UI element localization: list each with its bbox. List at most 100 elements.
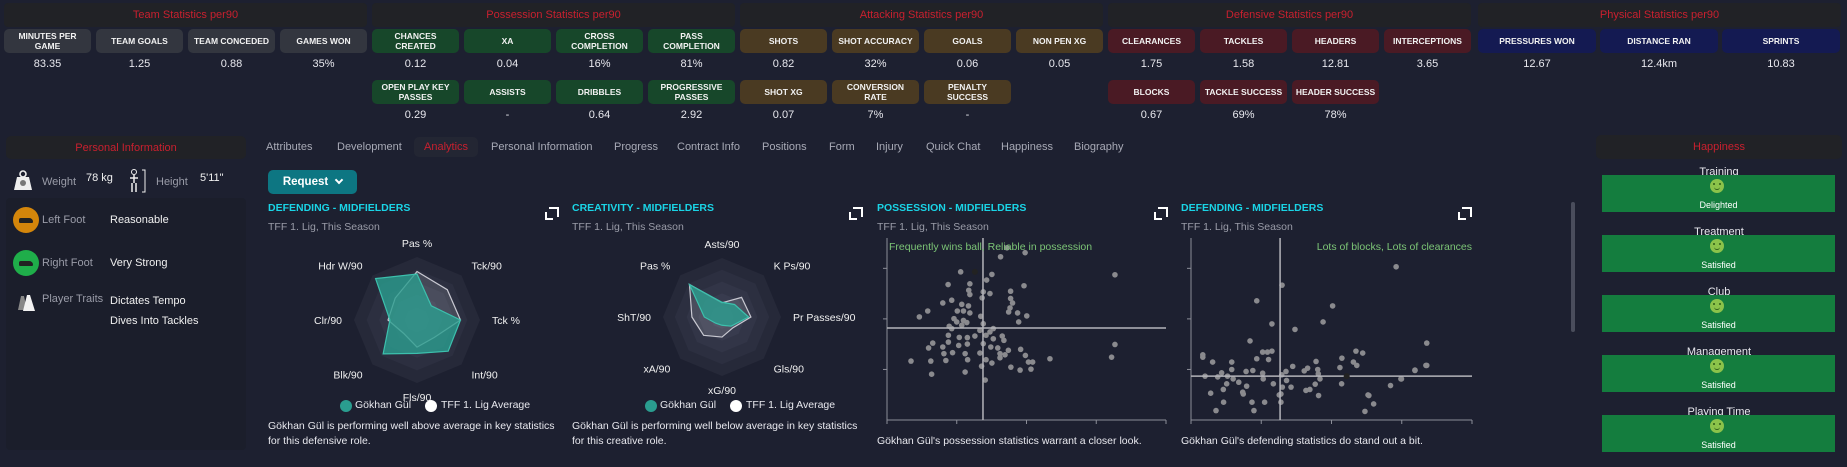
tab-quick-chat[interactable]: Quick Chat bbox=[926, 141, 981, 153]
stat-group-title: Defensive Statistics per90 bbox=[1108, 3, 1471, 27]
radar-axis-label: Pas % bbox=[402, 238, 432, 250]
legend-average-swatch bbox=[425, 400, 437, 412]
stat-label: Dribbles bbox=[556, 80, 643, 104]
stat-label: Progressive passes bbox=[648, 80, 735, 104]
stat-value: - bbox=[505, 109, 510, 121]
scatter-point bbox=[1278, 391, 1284, 397]
chart-title: POSSESSION - MIDFIELDERS bbox=[877, 202, 1027, 214]
expand-icon[interactable] bbox=[849, 207, 863, 220]
left-foot-boot-icon bbox=[13, 207, 39, 233]
scatter-point bbox=[1213, 407, 1219, 414]
radar-axis-label: Int/90 bbox=[471, 369, 497, 381]
scatter-point bbox=[1253, 298, 1260, 304]
scatter-point bbox=[980, 289, 987, 295]
scatter-point bbox=[1338, 380, 1345, 387]
happiness-status: Satisfied bbox=[1701, 320, 1736, 330]
scatter-point bbox=[980, 340, 987, 347]
scatter-point bbox=[1239, 389, 1246, 396]
scatter-point bbox=[1288, 384, 1294, 390]
scatter-point bbox=[1014, 310, 1021, 316]
scatter-point bbox=[1001, 337, 1007, 344]
radar-chart: Asts/90 K Ps/90 Pr Passes/90 Gls/90 xG/90 xA/… bbox=[617, 239, 855, 397]
tab-development[interactable]: Development bbox=[337, 141, 402, 153]
scatter-point bbox=[1021, 282, 1027, 289]
scatter-point bbox=[943, 357, 949, 364]
scatter-point bbox=[965, 303, 972, 309]
player-trait: Dives Into Tackles bbox=[110, 315, 199, 327]
scatter-point bbox=[964, 356, 971, 363]
tab-happiness[interactable]: Happiness bbox=[1001, 141, 1053, 153]
scatter-point bbox=[1247, 338, 1253, 344]
chart-caption: Gökhan Gül's possession statistics warra… bbox=[877, 435, 1142, 447]
legend-player-name: Gökhan Gül bbox=[660, 399, 717, 411]
scatter-point bbox=[1230, 376, 1236, 382]
happiness-header: Happiness bbox=[1596, 135, 1842, 159]
scatter-point bbox=[1243, 383, 1250, 389]
request-button[interactable]: Request bbox=[268, 170, 357, 194]
tab-personal-information[interactable]: Personal Information bbox=[491, 141, 593, 153]
tab-progress[interactable]: Progress bbox=[614, 141, 659, 153]
stat-label: Tackles bbox=[1200, 29, 1287, 53]
scatter-point bbox=[1353, 362, 1360, 369]
scatter-point bbox=[1423, 362, 1430, 369]
scatter-point bbox=[940, 300, 946, 306]
stat-value: 0.12 bbox=[404, 58, 427, 70]
scatter-point bbox=[989, 271, 995, 278]
scatter-point bbox=[958, 301, 965, 308]
chart-caption: Gökhan Gül's defending statistics do sta… bbox=[1181, 435, 1423, 447]
happiness-status: Satisfied bbox=[1701, 380, 1736, 390]
scatter-point bbox=[1269, 348, 1275, 354]
scatter-point bbox=[977, 313, 984, 320]
scatter-point bbox=[940, 344, 946, 350]
scatter-point bbox=[1200, 354, 1206, 360]
scatter-point bbox=[1214, 374, 1221, 380]
player-traits-icon bbox=[18, 295, 35, 311]
scatter-point bbox=[1253, 355, 1260, 362]
expand-icon[interactable] bbox=[545, 207, 559, 220]
scatter-point bbox=[1278, 371, 1285, 378]
tab-contract-info[interactable]: Contract Info bbox=[677, 141, 740, 153]
player-point bbox=[971, 268, 978, 275]
scatter-point bbox=[1278, 399, 1284, 405]
tab-analytics[interactable]: Analytics bbox=[414, 137, 479, 157]
scatter-point bbox=[979, 295, 985, 301]
legend-average-name: TFF 1. Lig Average bbox=[746, 399, 836, 411]
tab-form[interactable]: Form bbox=[829, 141, 855, 153]
expand-icon[interactable] bbox=[1154, 207, 1168, 220]
stat-value: 35% bbox=[312, 58, 335, 70]
scatter-point bbox=[1112, 271, 1118, 278]
tab-injury[interactable]: Injury bbox=[876, 141, 903, 153]
stat-label: Pressures won bbox=[1478, 29, 1596, 53]
happiness-item: Satisfied bbox=[1602, 295, 1835, 332]
scatter-point bbox=[957, 269, 964, 275]
scatter-point bbox=[1108, 354, 1115, 360]
scrollbar[interactable] bbox=[1571, 202, 1575, 332]
chart-caption: Gökhan Gül is performing well above aver… bbox=[268, 420, 555, 447]
legend-player-name: Gökhan Gül bbox=[355, 399, 412, 411]
radar-axis-label: Hdr W/90 bbox=[318, 261, 363, 273]
scatter-point bbox=[999, 333, 1006, 339]
expand-icon[interactable] bbox=[1458, 207, 1472, 220]
weight-value: 78 kg bbox=[86, 172, 113, 184]
scatter-point bbox=[1259, 349, 1266, 355]
scatter-point bbox=[1200, 352, 1206, 358]
tab-attributes[interactable]: Attributes bbox=[266, 141, 313, 153]
scatter-point bbox=[962, 350, 968, 357]
scatter-point bbox=[1259, 370, 1266, 377]
scatter-point bbox=[987, 344, 994, 350]
tab-positions[interactable]: Positions bbox=[762, 141, 807, 153]
scatter-point bbox=[965, 287, 972, 294]
stat-group-title: Physical Statistics per90 bbox=[1478, 3, 1841, 27]
scatter-note: Lots of blocks, Lots of clearances bbox=[1316, 241, 1472, 253]
scatter-point bbox=[1292, 326, 1298, 333]
scatter-point bbox=[1283, 377, 1290, 384]
stat-value: 12.4km bbox=[1640, 58, 1678, 70]
scatter-point bbox=[1317, 376, 1323, 382]
height-label: Height bbox=[156, 176, 188, 188]
player-point bbox=[1343, 373, 1350, 380]
tab-biography[interactable]: Biography bbox=[1074, 141, 1124, 153]
stat-label: Games won bbox=[280, 29, 367, 53]
smiley-icon bbox=[1710, 299, 1724, 313]
scatter-point bbox=[1025, 359, 1032, 365]
player-traits-label: Player Traits bbox=[42, 293, 104, 305]
